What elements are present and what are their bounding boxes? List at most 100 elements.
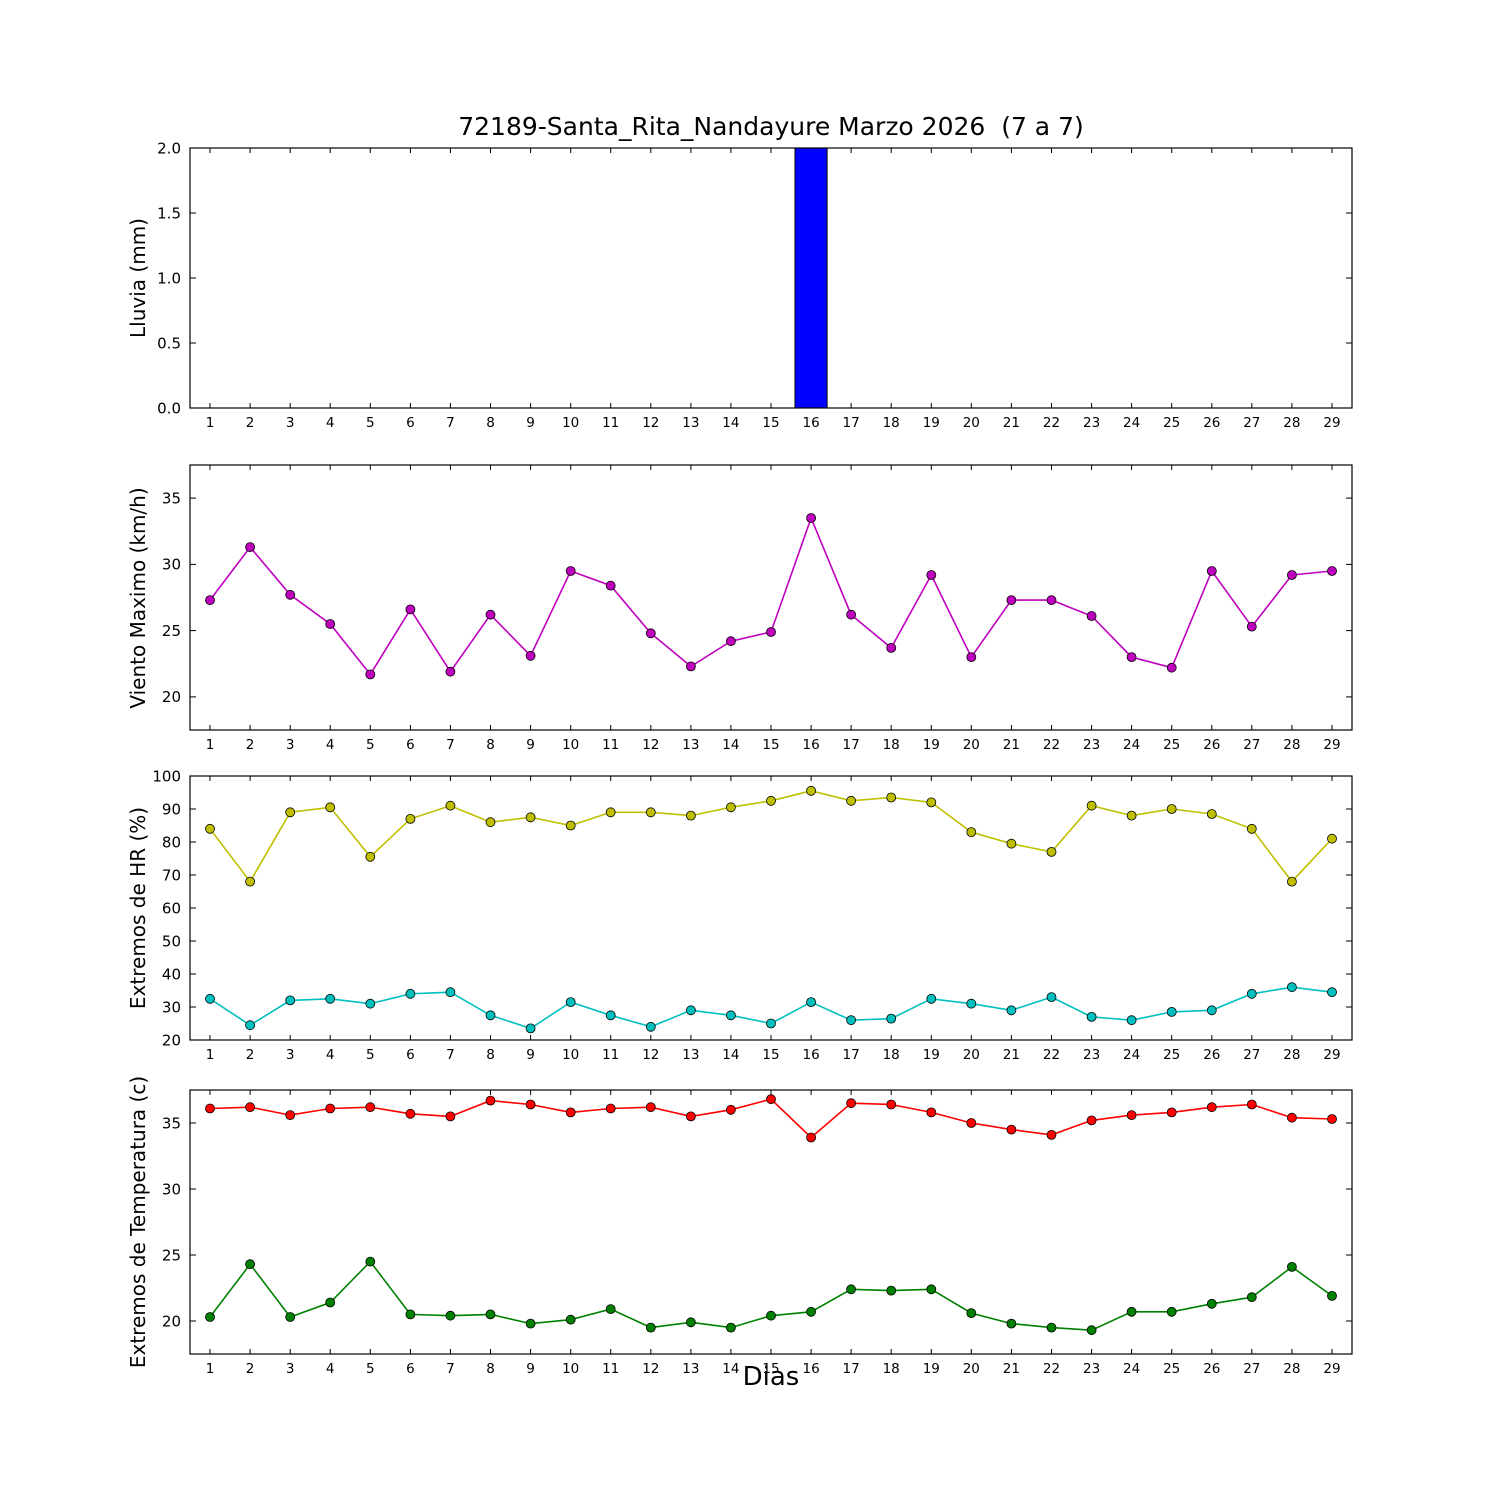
svg-text:8: 8 — [486, 1361, 495, 1377]
svg-text:5: 5 — [366, 1361, 375, 1377]
svg-text:20: 20 — [162, 1031, 181, 1049]
svg-text:40: 40 — [162, 965, 181, 983]
svg-text:13: 13 — [682, 1361, 699, 1377]
subplot-temperatura: Extremos de Temperatura (c) 20 25 30 35 1 2 3 4… — [126, 1076, 1353, 1377]
svg-text:13: 13 — [682, 737, 699, 753]
svg-text:16: 16 — [803, 1361, 820, 1377]
svg-text:27: 27 — [1243, 1047, 1260, 1063]
svg-text:15: 15 — [762, 415, 779, 431]
svg-text:21: 21 — [1003, 1361, 1020, 1377]
svg-text:24: 24 — [1123, 737, 1140, 753]
svg-text:1: 1 — [206, 1361, 215, 1377]
svg-text:29: 29 — [1323, 415, 1340, 431]
svg-text:13: 13 — [682, 415, 699, 431]
svg-text:10: 10 — [562, 737, 579, 753]
svg-text:11: 11 — [602, 1361, 619, 1377]
svg-text:7: 7 — [446, 1361, 455, 1377]
svg-text:11: 11 — [602, 415, 619, 431]
svg-text:90: 90 — [162, 800, 181, 818]
svg-text:18: 18 — [883, 737, 900, 753]
svg-text:15: 15 — [762, 1361, 779, 1377]
svg-text:2: 2 — [246, 415, 255, 431]
svg-text:27: 27 — [1243, 415, 1260, 431]
svg-text:21: 21 — [1003, 415, 1020, 431]
svg-text:7: 7 — [446, 415, 455, 431]
svg-text:28: 28 — [1283, 415, 1300, 431]
svg-text:19: 19 — [923, 415, 940, 431]
svg-text:29: 29 — [1323, 737, 1340, 753]
svg-text:17: 17 — [843, 1361, 860, 1377]
svg-text:20: 20 — [963, 1047, 980, 1063]
svg-text:7: 7 — [446, 1047, 455, 1063]
svg-text:7: 7 — [446, 737, 455, 753]
svg-text:15: 15 — [762, 737, 779, 753]
svg-text:14: 14 — [722, 415, 739, 431]
svg-text:10: 10 — [562, 415, 579, 431]
svg-text:24: 24 — [1123, 415, 1140, 431]
svg-text:16: 16 — [803, 1047, 820, 1063]
svg-text:18: 18 — [883, 1047, 900, 1063]
svg-text:13: 13 — [682, 1047, 699, 1063]
svg-text:25: 25 — [162, 622, 181, 640]
ylabel-hr: Extremos de HR (%) — [126, 806, 150, 1010]
svg-text:5: 5 — [366, 1047, 375, 1063]
svg-text:25: 25 — [1163, 415, 1180, 431]
svg-text:25: 25 — [1163, 737, 1180, 753]
svg-text:30: 30 — [162, 1180, 181, 1198]
svg-text:1: 1 — [206, 415, 215, 431]
svg-text:20: 20 — [963, 1361, 980, 1377]
ylabel-lluvia: Lluvia (mm) — [126, 218, 150, 338]
svg-text:11: 11 — [602, 737, 619, 753]
svg-text:0.0: 0.0 — [157, 399, 181, 417]
svg-text:1: 1 — [206, 737, 215, 753]
svg-text:80: 80 — [162, 833, 181, 851]
svg-text:19: 19 — [923, 1361, 940, 1377]
svg-text:22: 22 — [1043, 1047, 1060, 1063]
svg-text:14: 14 — [722, 737, 739, 753]
svg-text:27: 27 — [1243, 737, 1260, 753]
svg-text:2.0: 2.0 — [157, 139, 181, 157]
svg-text:19: 19 — [923, 737, 940, 753]
svg-text:60: 60 — [162, 899, 181, 917]
ylabel-viento: Viento Maximo (km/h) — [126, 486, 150, 709]
svg-text:12: 12 — [642, 737, 659, 753]
svg-text:8: 8 — [486, 415, 495, 431]
svg-text:18: 18 — [883, 415, 900, 431]
svg-text:25: 25 — [1163, 1047, 1180, 1063]
svg-text:8: 8 — [486, 737, 495, 753]
svg-text:23: 23 — [1083, 415, 1100, 431]
subplot-hr: Extremos de HR (%) 20 30 40 50 60 70 80 90 100 1 2… — [126, 767, 1353, 1063]
svg-text:10: 10 — [562, 1361, 579, 1377]
svg-text:16: 16 — [803, 415, 820, 431]
xaxis-label: Dias — [742, 1362, 800, 1392]
subplot-viento: Viento Maximo (km/h) 20 25 30 35 1 2 3 4 5 6 7 8 9 10… — [126, 464, 1353, 753]
svg-text:29: 29 — [1323, 1361, 1340, 1377]
svg-text:9: 9 — [526, 1047, 535, 1063]
svg-text:28: 28 — [1283, 737, 1300, 753]
svg-text:30: 30 — [162, 998, 181, 1016]
svg-text:4: 4 — [326, 415, 335, 431]
svg-text:30: 30 — [162, 556, 181, 574]
svg-text:20: 20 — [963, 415, 980, 431]
svg-text:50: 50 — [162, 932, 181, 950]
svg-text:27: 27 — [1243, 1361, 1260, 1377]
svg-text:0.5: 0.5 — [157, 334, 181, 352]
svg-text:2: 2 — [246, 1047, 255, 1063]
svg-text:17: 17 — [843, 737, 860, 753]
svg-text:22: 22 — [1043, 415, 1060, 431]
svg-text:100: 100 — [152, 767, 181, 785]
svg-text:1: 1 — [206, 1047, 215, 1063]
svg-text:25: 25 — [162, 1246, 181, 1264]
svg-text:4: 4 — [326, 737, 335, 753]
ylabel-temperatura: Extremos de Temperatura (c) — [126, 1075, 150, 1369]
svg-text:12: 12 — [642, 415, 659, 431]
svg-text:6: 6 — [406, 737, 415, 753]
svg-text:4: 4 — [326, 1361, 335, 1377]
svg-text:24: 24 — [1123, 1047, 1140, 1063]
subplot-lluvia: Lluvia (mm) 0.0 0.5 1.0 1.5 2.0 1 2 3 4 5 6 7 8 9 10 11… — [126, 139, 1353, 431]
lluvia-bar-chart: 0.00.51.01.52.01 2 3 4 5 6 7 8 9 10 11 12 13 14 15 16 17… — [157, 139, 1353, 431]
